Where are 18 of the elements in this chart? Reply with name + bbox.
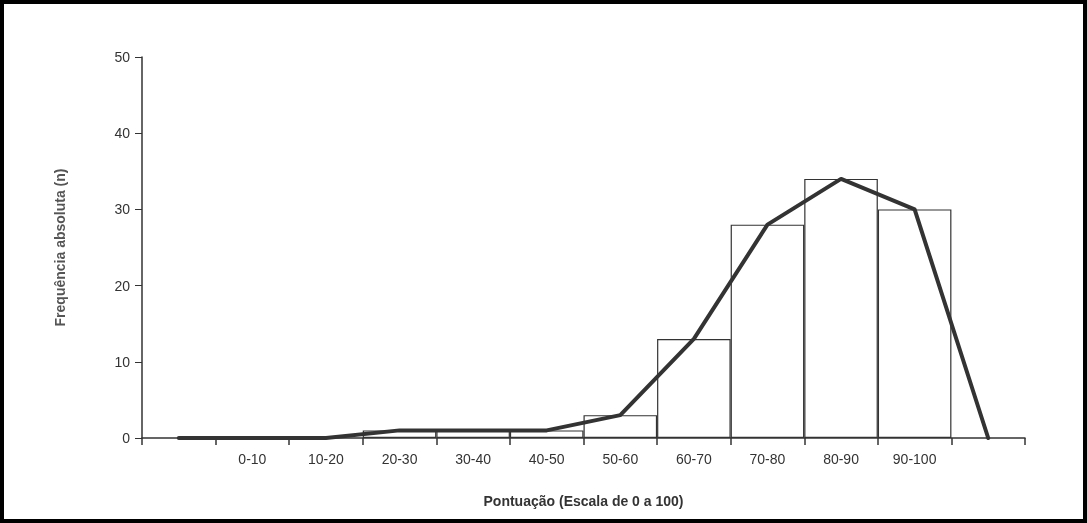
x-axis-title: Pontuação (Escala de 0 a 100) (483, 493, 684, 509)
x-tick-label: 30-40 (455, 451, 492, 467)
x-tick-label: 70-80 (749, 451, 786, 467)
x-tick-label: 80-90 (823, 451, 860, 467)
y-tick-label: 20 (114, 277, 131, 294)
y-axis-title: Frequência absoluta (n) (52, 168, 68, 327)
y-tick-label: 40 (114, 125, 131, 142)
x-tick-label: 20-30 (381, 451, 418, 467)
x-tick-label: 90-100 (892, 451, 937, 467)
x-tick-label: 60-70 (675, 451, 712, 467)
y-tick-label: 30 (114, 201, 131, 218)
x-tick-label: 40-50 (528, 451, 565, 467)
y-tick-label: 50 (114, 49, 131, 65)
x-tick-label: 10-20 (308, 451, 345, 467)
y-tick-label: 10 (114, 353, 131, 370)
x-tick-label: 50-60 (602, 451, 639, 467)
x-tick-label: 0-10 (238, 451, 267, 467)
y-tick-label: 0 (122, 430, 131, 446)
